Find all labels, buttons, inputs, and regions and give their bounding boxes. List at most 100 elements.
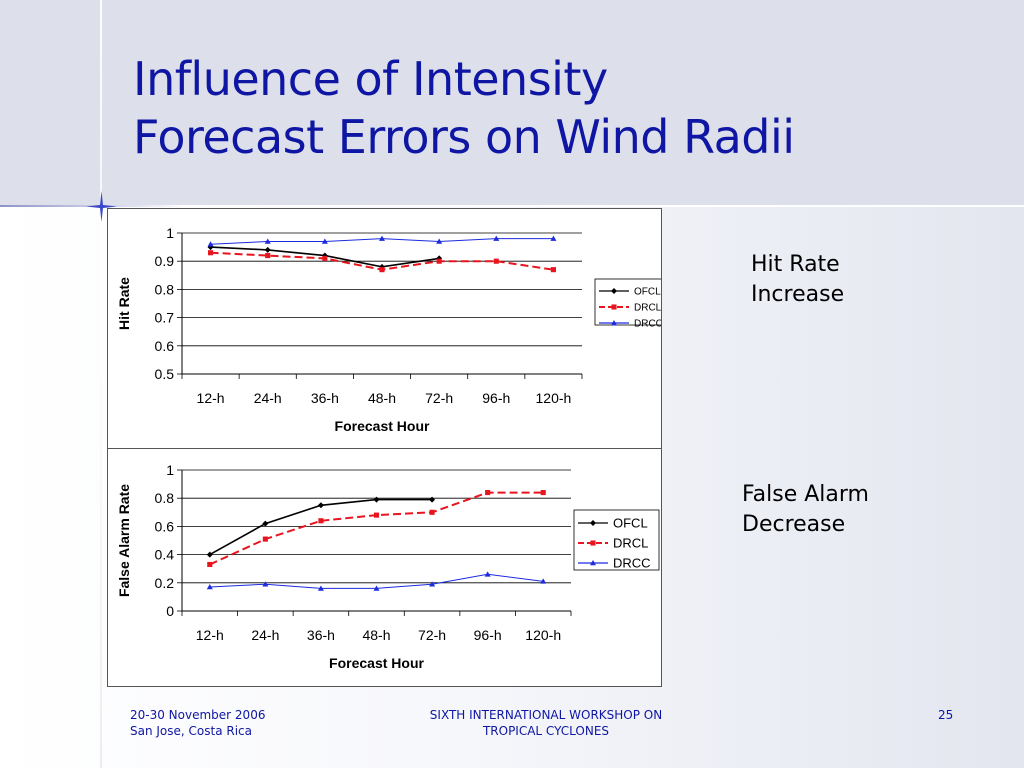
x-tick-label: 96-h: [482, 390, 510, 406]
y-axis-label: Hit Rate: [116, 277, 132, 330]
y-axis-label: False Alarm Rate: [116, 484, 132, 597]
drcl-series: [207, 490, 546, 568]
y-tick-label: 0.4: [155, 547, 175, 563]
drcc-point: [206, 584, 213, 590]
drcl-point: [262, 536, 268, 542]
legend-box: [594, 278, 661, 326]
drcl-point: [373, 512, 380, 518]
x-tick-label: 24-h: [254, 390, 282, 406]
y-tick-label: 0.5: [155, 366, 175, 382]
ofcl-point: [206, 551, 213, 558]
chart-canvas: 0 0.2 0.4 0.6 0.8 1 12-h 24-h 36-h 48-h 72-h 96-h 12…: [116, 462, 660, 671]
ofcl-point: [317, 502, 324, 509]
x-tick-label: 96-h: [474, 627, 502, 643]
page-number: 25: [938, 708, 954, 722]
drcl-series: [208, 250, 556, 273]
drcc-point: [379, 235, 385, 241]
legend-drcc-label: DRCC: [613, 556, 651, 571]
x-tick-label: 12-h: [197, 390, 225, 406]
false-alarm-note-line-2: Decrease: [742, 512, 846, 537]
footer-date-location: 20-30 November 2006 San Jose, Costa Rica: [130, 707, 265, 739]
drcc-point: [264, 238, 271, 244]
y-tick-label: 0.8: [155, 281, 175, 297]
x-tick-label: 72-h: [418, 627, 446, 643]
ofcl-point: [429, 496, 436, 503]
drcl-point: [429, 509, 435, 515]
sparkle-icon: [86, 191, 117, 222]
legend-ofcl-marker: [611, 288, 617, 294]
x-tick-label: 48-h: [368, 390, 396, 406]
drcc-point: [429, 581, 436, 587]
drcl-point: [493, 258, 499, 264]
drcc-point: [321, 238, 328, 244]
drcc-point: [436, 238, 443, 244]
legend-drcl-label: DRCL: [634, 303, 661, 314]
y-tick-label: 0.2: [155, 575, 175, 591]
legend-drcc-marker: [611, 320, 617, 326]
footer-location: San Jose, Costa Rica: [130, 724, 253, 738]
drcc-point: [317, 585, 324, 591]
drcc-point: [540, 578, 547, 584]
slide-title: Influence of Intensity Forecast Errors o…: [133, 50, 795, 166]
x-axis-label: Forecast Hour: [329, 655, 424, 671]
y-tick-label: 0.9: [155, 253, 175, 269]
ofcl-point: [262, 520, 269, 527]
false-alarm-note: False Alarm Decrease: [742, 480, 912, 540]
legend-ofcl-marker: [590, 520, 596, 526]
x-tick-label: 36-h: [311, 390, 339, 406]
legend: OFCL DRCL DRCC: [573, 509, 660, 571]
drcc-point: [484, 571, 491, 577]
y-tick-label: 0.6: [155, 518, 175, 534]
hit-rate-chart: 0.5 0.6 0.7 0.8 0.9 1 12-h 24-h 36-h 48-h 72-h 96-h…: [107, 208, 662, 449]
drcl-point: [379, 267, 385, 273]
drcc-point: [373, 585, 380, 591]
drcc-series: [207, 235, 557, 247]
drcl-point: [436, 258, 442, 264]
false-alarm-note-line-1: False Alarm: [742, 482, 869, 507]
ofcl-series: [206, 496, 436, 558]
legend-drcc-label: DRCC: [634, 319, 661, 330]
x-tick-label: 72-h: [425, 390, 453, 406]
drcl-point: [208, 250, 214, 256]
hit-rate-note-line-1: Hit Rate: [751, 252, 840, 277]
drcc-point: [550, 235, 557, 241]
drcc-point: [493, 235, 500, 241]
false-alarm-rate-chart: 0 0.2 0.4 0.6 0.8 1 12-h 24-h 36-h 48-h 72-h 96-h 12…: [107, 448, 662, 687]
footer-event-line-1: SIXTH INTERNATIONAL WORKSHOP ON: [429, 708, 663, 722]
x-tick-label: 12-h: [196, 627, 224, 643]
drcl-point: [550, 267, 556, 273]
vertical-accent-line: [100, 0, 102, 768]
legend-ofcl-label: OFCL: [613, 516, 648, 531]
legend-drcl-marker: [590, 540, 596, 546]
ofcl-point: [436, 255, 443, 262]
y-tick-label: 0.6: [155, 338, 175, 354]
hit-rate-note-line-2: Increase: [751, 282, 845, 307]
legend-ofcl-label: OFCL: [634, 287, 661, 298]
y-tick-label: 1: [166, 225, 174, 241]
drcl-line: [209, 491, 544, 566]
legend-drcl-label: DRCL: [613, 536, 648, 551]
legend-box: [573, 509, 660, 571]
horizontal-accent-line: [0, 205, 1024, 207]
x-tick-label: 120-h: [525, 627, 561, 643]
drcl-point: [207, 561, 213, 568]
hit-rate-note: Hit Rate Increase: [751, 250, 921, 310]
y-tick-label: 1: [166, 462, 174, 478]
drcl-point: [485, 490, 491, 496]
footer-date: 20-30 November 2006: [130, 708, 266, 722]
footer-event-line-2: TROPICAL CYCLONES: [482, 724, 610, 738]
x-tick-label: 48-h: [362, 627, 390, 643]
drcc-series: [206, 571, 547, 591]
drcc-point: [262, 581, 269, 587]
x-tick-label: 24-h: [251, 627, 279, 643]
x-tick-label: 36-h: [307, 627, 335, 643]
drcl-point: [265, 253, 271, 259]
legend: OFCL DRCL DRCC: [594, 278, 661, 330]
x-axis-label: Forecast Hour: [335, 418, 430, 434]
ofcl-point: [373, 496, 380, 503]
legend-drcc-marker: [590, 560, 596, 566]
drcl-point: [540, 490, 546, 496]
title-band: [0, 0, 1024, 206]
y-tick-label: 0: [166, 603, 174, 619]
footer-event: SIXTH INTERNATIONAL WORKSHOP ON TROPICAL…: [396, 707, 696, 739]
